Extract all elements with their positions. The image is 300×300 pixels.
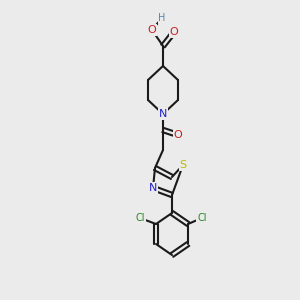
Text: O: O bbox=[174, 130, 182, 140]
Text: Cl: Cl bbox=[135, 213, 145, 223]
Text: O: O bbox=[169, 27, 178, 37]
Text: Cl: Cl bbox=[197, 213, 207, 223]
Text: N: N bbox=[149, 183, 157, 193]
Text: O: O bbox=[148, 25, 156, 35]
Text: H: H bbox=[158, 13, 166, 23]
Text: S: S bbox=[179, 160, 187, 170]
Text: N: N bbox=[159, 109, 167, 119]
